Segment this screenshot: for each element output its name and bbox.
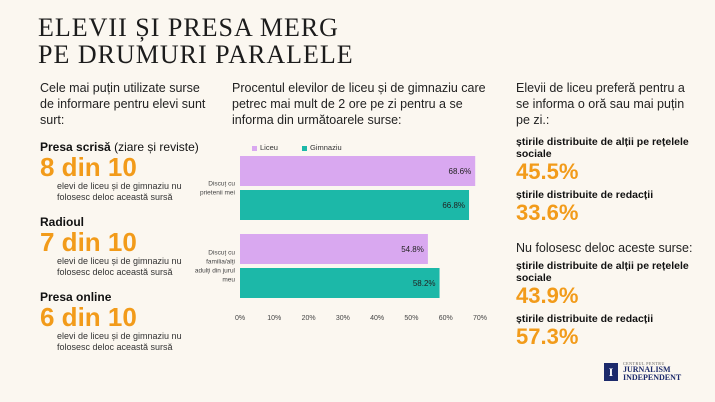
stat-label: Presa online — [40, 290, 112, 304]
left-column: Cele mai puțin utilizate surse de inform… — [40, 80, 210, 353]
title-line-2: PE DRUMURI PARALELE — [38, 40, 354, 69]
stat-value: 7 din 10 — [40, 227, 137, 257]
legend-label: Liceu — [260, 143, 278, 152]
x-tick-label: 0% — [235, 315, 245, 322]
legend-label: Gimnaziu — [310, 143, 342, 152]
page-title: ELEVII ȘI PRESA MERG PE DRUMURI PARALELE — [38, 14, 354, 68]
stat-note: (ziare și reviste) — [110, 140, 199, 154]
legend-swatch — [302, 145, 307, 151]
x-tick-label: 10% — [267, 315, 281, 322]
x-tick-label: 40% — [370, 315, 384, 322]
legend-swatch — [252, 145, 257, 151]
category-label: Discuț cu — [208, 250, 235, 257]
logo-line-1: JURNALISM — [623, 365, 671, 374]
stat-block: Presa online 6 din 10 elevi de liceu și … — [40, 290, 210, 353]
legend-item-liceu: Liceu — [252, 143, 278, 152]
bar-value-label: 66.8% — [442, 201, 465, 210]
stat-desc: elevi de liceu și de gimnaziu nu foloses… — [57, 331, 182, 352]
stat-label: Presa scrisă — [40, 140, 111, 154]
bar-value-label: 58.2% — [413, 279, 436, 288]
bar-liceu — [240, 234, 428, 264]
right-stat-label: știrile distribuite de redacții — [516, 189, 654, 201]
right-intro-1: Elevii de liceu preferă pentru a se info… — [516, 81, 685, 127]
category-label: meu — [222, 277, 235, 284]
category-label: prietenii mei — [200, 190, 235, 197]
bar-gimnaziu — [240, 190, 470, 220]
right-column: Elevii de liceu preferă pentru a se info… — [516, 80, 696, 348]
right-stat-label: știrile distribuite de redacții — [516, 313, 654, 325]
category-label: Discuț cu — [208, 181, 235, 188]
x-tick-label: 50% — [404, 315, 418, 322]
bar-value-label: 54.8% — [401, 245, 424, 254]
stat-desc: elevi de liceu și de gimnaziu nu foloses… — [57, 256, 182, 277]
logo: I CENTRUL PENTRU JURNALISM INDEPENDENT — [604, 361, 681, 382]
x-tick-label: 70% — [473, 315, 487, 322]
bar-value-label: 68.6% — [449, 167, 472, 176]
category-label: adulți din jurul — [195, 268, 236, 275]
right-stat-label: știrile distribuite de alții pe rețelele… — [516, 136, 689, 160]
bar-chart: 68.6% 66.8% Discuț cu prietenii mei 54.8% 58.… — [195, 156, 487, 322]
chart-title: Procentul elevilor de liceu și de gimnaz… — [232, 81, 486, 127]
stat-value: 8 din 10 — [40, 152, 137, 182]
stat-label: Radioul — [40, 215, 84, 229]
stat-block: Presa scrisă (ziare și reviste) 8 din 10… — [40, 140, 210, 203]
title-line-1: ELEVII ȘI PRESA MERG — [38, 13, 339, 42]
logo-line-2: INDEPENDENT — [623, 373, 682, 382]
legend-item-gimnaziu: Gimnaziu — [302, 143, 342, 152]
x-tick-label: 20% — [302, 315, 316, 322]
right-stat-value: 57.3% — [516, 324, 579, 349]
right-stat-value: 43.9% — [516, 283, 579, 308]
right-stat-label: știrile distribuite de alții pe rețelele… — [516, 260, 689, 284]
right-intro-2: Nu folosesc deloc aceste surse: — [516, 241, 693, 255]
category-label: familia/alți — [206, 259, 235, 266]
x-tick-label: 30% — [336, 315, 350, 322]
stat-desc: elevi de liceu și de gimnaziu nu foloses… — [57, 181, 182, 202]
x-tick-label: 60% — [439, 315, 453, 322]
logo-mark: I — [604, 362, 618, 381]
left-intro: Cele mai puțin utilizate surse de inform… — [40, 81, 206, 127]
stat-block: Radioul 7 din 10 elevi de liceu și de gi… — [40, 215, 210, 278]
right-stat-value: 45.5% — [516, 159, 579, 184]
bar-liceu — [240, 156, 476, 186]
bar-gimnaziu — [240, 268, 440, 298]
chart-header: Procentul elevilor de liceu și de gimnaz… — [232, 80, 502, 128]
logo-small-text: CENTRUL PENTRU — [623, 361, 665, 366]
right-stat-value: 33.6% — [516, 200, 579, 225]
stat-value: 6 din 10 — [40, 302, 137, 332]
